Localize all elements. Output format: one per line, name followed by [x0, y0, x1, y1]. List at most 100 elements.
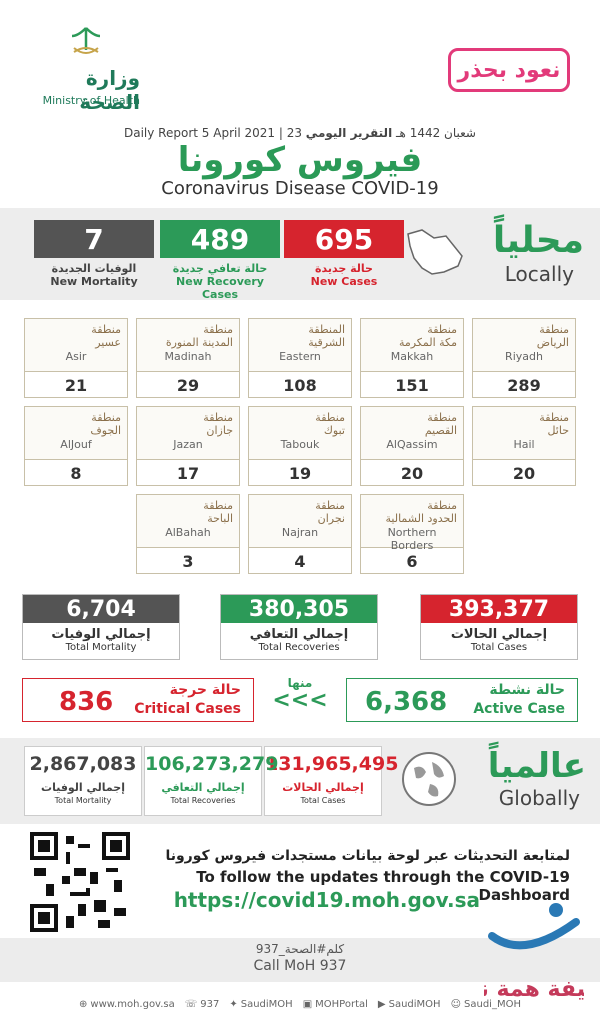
- region-label-2: حائل: [547, 424, 569, 437]
- region-label-2: الرياض: [536, 336, 569, 349]
- region-label-1: منطقة: [427, 323, 457, 336]
- region-label-1: منطقة: [91, 411, 121, 424]
- region-label-2: القصيم: [424, 424, 457, 437]
- palm-swords-icon: [71, 27, 101, 54]
- region-name-en: Najran: [281, 526, 319, 539]
- region-label-2: الحدود الشمالية: [385, 512, 458, 525]
- active-cases-card: 6,368 حالة نشطة Active Case: [346, 678, 578, 722]
- region-value: 20: [400, 463, 424, 483]
- region-value: 8: [70, 463, 82, 483]
- total-recoveries-value: 380,305: [221, 595, 377, 623]
- new-mortality-stat: 7 الوفيات الجديدة New Mortality: [34, 220, 154, 288]
- new-cases-value: 695: [284, 220, 404, 258]
- globally-title-en: Globally: [498, 786, 580, 810]
- region-name-en: AlQassim: [386, 438, 438, 451]
- region-label-2: نجران: [317, 512, 345, 525]
- region-name-en: Riyadh: [505, 350, 543, 363]
- arrows-icon: <<<: [272, 688, 328, 713]
- active-cases-label-ar: حالة نشطة: [489, 682, 565, 698]
- region-card-aljouf: منطقة الجوف AlJouf 8: [24, 406, 128, 486]
- footer-snapchat[interactable]: ☺ Saudi_MOH: [451, 994, 521, 1014]
- portal-icon: ▣: [302, 998, 313, 1010]
- global-recoveries-label-ar: إجمالي التعافي: [161, 781, 245, 794]
- total-mortality-label-en: Total Mortality: [65, 642, 137, 653]
- region-card-alqassim: منطقة القصيم AlQassim 20: [360, 406, 464, 486]
- total-recoveries-label-en: Total Recoveries: [258, 642, 340, 653]
- region-card-madinah: منطقة المدينة المنورة Madinah 29: [136, 318, 240, 398]
- moh-logo: وزارة الصحة Ministry of Health: [30, 24, 140, 114]
- footer-links: ⊕ www.moh.gov.sa ☏ 937 ✦ SaudiMOH ▣ MOHPorta…: [0, 994, 600, 1014]
- date-hijri: 23 شعبان 1442 هـ: [286, 126, 476, 140]
- active-cases-label-en: Active Case: [473, 701, 565, 717]
- new-cases-label-en: New Cases: [310, 275, 378, 288]
- global-mortality-card: 2,867,083 إجمالي الوفيات Total Mortality: [24, 746, 142, 816]
- new-mortality-value: 7: [34, 220, 154, 258]
- region-value: 4: [294, 551, 306, 571]
- critical-cases-label-ar: حالة حرجة: [169, 682, 241, 698]
- watermark-text: صحيفة همة نيوز: [484, 977, 584, 1002]
- total-recoveries-label-ar: إجمالي التعافي: [249, 627, 349, 642]
- total-cases-card: 393,377 إجمالي الحالات Total Cases: [420, 594, 578, 660]
- footer-phone[interactable]: ☏ 937: [185, 994, 220, 1014]
- region-value: 17: [176, 463, 200, 483]
- daily-report-ar: التقرير اليومي: [305, 126, 393, 140]
- region-value: 289: [507, 375, 541, 395]
- region-name-en: AlJouf: [60, 438, 92, 451]
- region-name-en: Eastern: [279, 350, 321, 363]
- footer-portal[interactable]: ▣ MOHPortal: [303, 994, 368, 1014]
- phone-icon: ☏: [184, 998, 198, 1010]
- new-mortality-label-ar: الوفيات الجديدة: [51, 262, 137, 275]
- region-name-en: Makkah: [390, 350, 434, 363]
- page-title-en: Coronavirus Disease COVID-19: [161, 178, 439, 199]
- date-en: 5 April 2021: [201, 126, 276, 140]
- critical-cases-value: 836: [59, 687, 114, 717]
- new-recovery-label-ar: حالة تعافي جديدة: [172, 262, 268, 275]
- dashboard-link[interactable]: https://covid19.moh.gov.sa: [173, 888, 480, 912]
- footer-twitter[interactable]: ✦ SaudiMOH: [229, 994, 292, 1014]
- global-mortality-label-en: Total Mortality: [54, 796, 112, 805]
- footer-website[interactable]: ⊕ www.moh.gov.sa: [79, 994, 175, 1014]
- globe-icon: [402, 752, 456, 806]
- region-label-2: الجوف: [90, 424, 121, 437]
- globe-small-icon: ⊕: [79, 998, 88, 1010]
- footer-youtube[interactable]: ▶ SaudiMOH: [378, 994, 441, 1014]
- region-value: 19: [288, 463, 312, 483]
- region-label-1: منطقة: [315, 411, 345, 424]
- global-recoveries-card: 106,273,279 إجمالي التعافي Total Recover…: [144, 746, 278, 816]
- region-value: 21: [64, 375, 88, 395]
- daily-report-en: Daily Report: [124, 126, 198, 140]
- region-name-en: Northern Borders: [387, 526, 437, 552]
- region-label-2: الشرقية: [308, 336, 345, 349]
- footer-snapchat-text: Saudi_MOH: [464, 998, 521, 1010]
- total-mortality-label-ar: إجمالي الوفيات: [51, 627, 151, 642]
- region-value: 108: [283, 375, 317, 395]
- region-label-1: منطقة: [315, 499, 345, 512]
- region-name-en: Tabouk: [280, 438, 320, 451]
- of-which-label: منها: [287, 676, 313, 690]
- region-value: 6: [406, 551, 418, 571]
- region-label-2: مكة المكرمة: [398, 336, 457, 349]
- moh-name-ar: وزارة الصحة: [79, 66, 140, 114]
- footer-youtube-text: SaudiMOH: [388, 998, 441, 1010]
- active-cases-value: 6,368: [365, 687, 448, 717]
- follow-text-ar: لمتابعة التحديثات عبر لوحة بيانات مستجدا…: [165, 848, 570, 864]
- moh-name-en: Ministry of Health: [42, 94, 140, 107]
- critical-cases-label-en: Critical Cases: [134, 701, 241, 717]
- call-text-en: Call MoH 937: [253, 958, 347, 974]
- total-cases-label-ar: إجمالي الحالات: [450, 627, 548, 642]
- locally-title-ar: محلياً: [492, 220, 584, 261]
- region-label-1: منطقة: [427, 499, 457, 512]
- region-card-eastern: المنطقة الشرقية Eastern 108: [248, 318, 352, 398]
- global-cases-label-ar: إجمالي الحالات: [282, 781, 364, 794]
- globally-title-ar: عالمياً: [487, 746, 586, 786]
- new-cases-label-ar: حالة جديدة: [315, 262, 373, 275]
- total-cases-value: 393,377: [421, 595, 577, 623]
- total-cases-label-en: Total Cases: [470, 642, 528, 653]
- daily-report-line: Daily Report 5 April 2021 | 23 شعبان 144…: [124, 126, 476, 140]
- global-recoveries-label-en: Total Recoveries: [170, 796, 236, 805]
- region-card-albahah: منطقة الباحة AlBahah 3: [136, 494, 240, 574]
- global-cases-value: 131,965,495: [265, 753, 399, 775]
- region-label-1: منطقة: [427, 411, 457, 424]
- region-card-hail: منطقة حائل Hail 20: [472, 406, 576, 486]
- global-cases-label-en: Total Cases: [300, 796, 346, 805]
